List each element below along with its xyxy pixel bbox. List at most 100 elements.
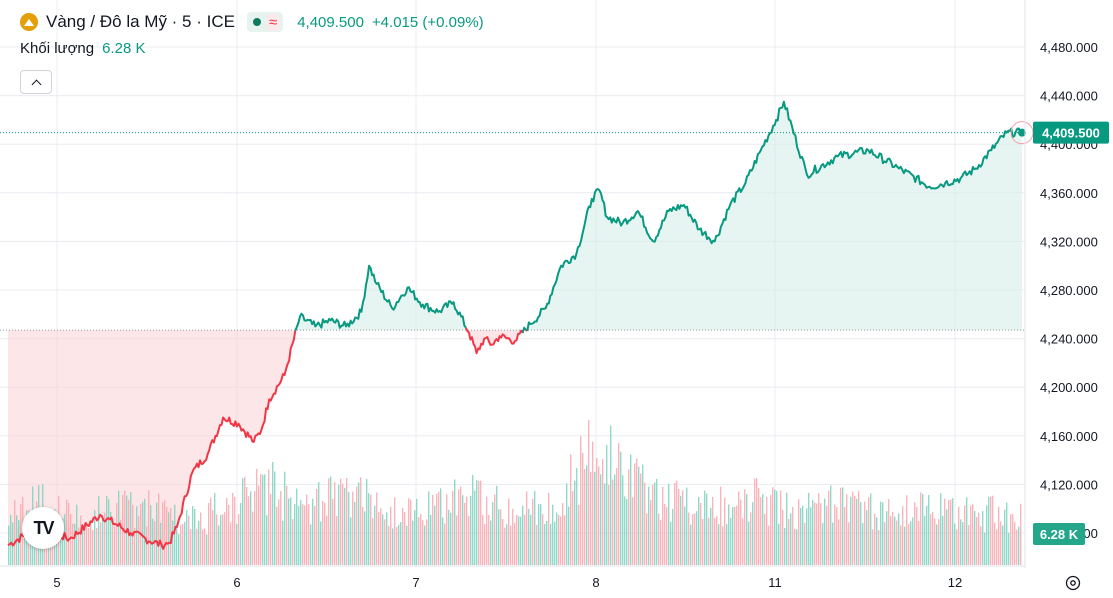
volume-bar: [78, 527, 80, 565]
volume-bar: [296, 488, 298, 565]
volume-bar: [932, 511, 934, 565]
volume-bar: [118, 490, 120, 565]
volume-bar: [630, 454, 632, 565]
volume-bar: [828, 490, 830, 565]
volume-bar: [574, 480, 576, 565]
volume-bar: [942, 515, 944, 565]
volume-bar: [336, 515, 338, 565]
volume-bar: [1016, 529, 1018, 565]
volume-bar: [254, 491, 256, 565]
volume-bar: [876, 517, 878, 565]
volume-bar: [206, 534, 208, 565]
volume-bar: [534, 490, 536, 565]
volume-bar: [916, 506, 918, 565]
volume-bar: [504, 527, 506, 565]
volume-bar: [538, 504, 540, 565]
volume-bar: [804, 522, 806, 565]
volume-bar: [762, 494, 764, 565]
volume-bar: [324, 502, 326, 565]
symbol-title[interactable]: Vàng / Đô la Mỹ · 5 · ICE: [46, 12, 235, 31]
volume-bar: [408, 498, 410, 565]
volume-bar: [266, 515, 268, 565]
volume-bar: [172, 520, 174, 565]
volume-bar: [612, 479, 614, 565]
volume-bar: [330, 476, 332, 565]
volume-bar: [480, 480, 482, 565]
volume-bar: [440, 488, 442, 565]
volume-bar: [822, 522, 824, 565]
volume-bar: [72, 523, 74, 565]
volume-bar: [650, 500, 652, 565]
volume-bar: [1000, 521, 1002, 565]
volume-bar: [840, 487, 842, 565]
volume-bar: [658, 513, 660, 565]
volume-bar: [242, 478, 244, 565]
volume-bar: [950, 499, 952, 565]
price-line-segment: [526, 100, 1023, 332]
volume-bar: [582, 452, 584, 565]
price-axis[interactable]: 4,080.0004,120.0004,160.0004,200.0004,24…: [1040, 40, 1098, 541]
volume-bar: [148, 490, 150, 565]
volume-bar: [312, 498, 314, 565]
volume-bar: [966, 497, 968, 565]
volume-bar: [390, 506, 392, 565]
volume-bar: [710, 507, 712, 565]
volume-bar: [670, 521, 672, 565]
volume-bar: [532, 498, 534, 565]
volume-bar: [634, 463, 636, 565]
time-axis[interactable]: 5 6 7 8 11 12: [53, 575, 962, 590]
volume-bar: [510, 525, 512, 565]
volume-bar: [548, 492, 550, 565]
volume-bar: [444, 523, 446, 565]
volume-bar: [488, 515, 490, 565]
volume-bar: [566, 483, 568, 565]
settings-gear-icon[interactable]: [1064, 574, 1082, 592]
volume-bar: [104, 512, 106, 565]
volume-bar: [102, 518, 104, 565]
volume-bar: [704, 490, 706, 565]
volume-bar: [850, 496, 852, 565]
volume-bar: [394, 497, 396, 565]
price-line-segment: [294, 264, 467, 332]
volume-bar: [106, 495, 108, 565]
volume-bar: [832, 522, 834, 565]
volume-bar: [158, 493, 160, 565]
volume-bar: [902, 506, 904, 565]
volume-bar: [168, 512, 170, 565]
volume-bar: [668, 483, 670, 565]
volume-bar: [194, 508, 196, 565]
volume-bar: [558, 515, 560, 565]
volume-bar: [188, 515, 190, 565]
market-status[interactable]: ≈: [246, 12, 284, 32]
volume-bar: [700, 503, 702, 565]
volume-bar: [660, 520, 662, 565]
volume-bar: [714, 518, 716, 565]
volume-bar: [162, 502, 164, 565]
volume-bar: [24, 529, 26, 565]
volume-bar: [874, 513, 876, 565]
volume-legend: Khối lượng 6.28 K: [20, 40, 145, 57]
volume-bar: [570, 454, 572, 565]
volume-bar: [768, 525, 770, 565]
volume-bar: [642, 464, 644, 565]
volume-bar: [760, 497, 762, 565]
volume-bar: [778, 523, 780, 565]
volume-bar: [84, 523, 86, 565]
collapse-legend-button[interactable]: [20, 70, 52, 94]
volume-bar: [800, 507, 802, 565]
volume-bar: [322, 500, 324, 565]
volume-bar: [14, 500, 16, 565]
volume-bar: [274, 471, 276, 565]
volume-bar: [758, 488, 760, 565]
volume-bar: [366, 479, 368, 565]
volume-bar: [554, 521, 556, 565]
volume-bar: [802, 505, 804, 565]
volume-bar: [392, 528, 394, 565]
volume-bar: [550, 523, 552, 565]
volume-bar: [166, 506, 168, 565]
tradingview-logo[interactable]: TV: [22, 507, 64, 549]
volume-bar: [344, 487, 346, 565]
volume-bar: [674, 483, 676, 565]
volume-bar: [1018, 526, 1020, 565]
